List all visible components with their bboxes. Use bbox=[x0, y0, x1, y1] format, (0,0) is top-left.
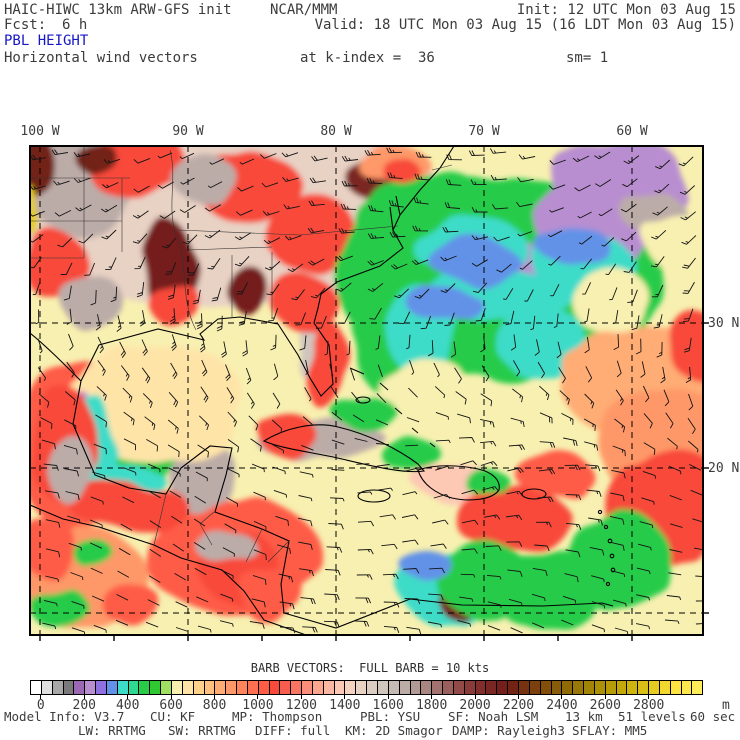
valid-time: Valid: 18 UTC Mon 03 Aug 15 (16 LDT Mon … bbox=[314, 17, 736, 33]
k-index-label: at k-index = 36 bbox=[300, 50, 435, 66]
map-frame bbox=[29, 145, 704, 636]
latlon-grid bbox=[30, 146, 703, 635]
grid-spacing: 13 km bbox=[565, 709, 603, 724]
sflay-option: SFLAY: MM5 bbox=[572, 723, 648, 738]
lon-label-70w: 70 W bbox=[468, 124, 500, 139]
km-option: KM: 2D Smagor bbox=[345, 723, 443, 738]
timestep: 60 sec bbox=[690, 709, 736, 724]
org-label: NCAR/MMM bbox=[270, 2, 338, 18]
island-hispaniola bbox=[417, 465, 500, 501]
colorbar-tick bbox=[648, 695, 650, 699]
island-cuba bbox=[262, 424, 426, 473]
colorbar-tick-label: 2200 bbox=[502, 698, 535, 713]
sf-scheme: SF: Noah LSM bbox=[448, 709, 539, 724]
colorbar-tick-label: 2800 bbox=[633, 698, 665, 713]
colorbar-tick bbox=[40, 695, 42, 699]
colorbar-labels: 0 200 400 600 800 1000 1200 1400 1600 1800 2000 220… bbox=[30, 698, 703, 713]
coastline-pacific bbox=[30, 504, 307, 635]
colorbar-tick-label: 2400 bbox=[546, 698, 578, 713]
init-time: Init: 12 UTC Mon 03 Aug 15 bbox=[516, 2, 736, 18]
lon-label-60w: 60 W bbox=[616, 124, 648, 139]
colorbar-tick-label: 0 bbox=[36, 698, 45, 713]
mp-scheme: MP: Thompson bbox=[232, 709, 323, 724]
islands-lesser-antilles bbox=[597, 509, 616, 587]
colorbar-tick bbox=[257, 695, 259, 699]
colorbar-unit: m bbox=[722, 698, 730, 713]
sw-scheme: SW: RRTMG bbox=[168, 723, 236, 738]
vector-label: Horizontal wind vectors bbox=[4, 50, 198, 66]
colorbar-tick-label: 1200 bbox=[285, 698, 318, 713]
colorbar-tick bbox=[344, 695, 346, 699]
colorbar bbox=[30, 680, 704, 699]
lon-label-80w: 80 W bbox=[320, 124, 352, 139]
smooth-label: sm= 1 bbox=[566, 50, 609, 66]
colorbar-tick bbox=[604, 695, 606, 699]
barb-note: BARB VECTORS: FULL BARB = 10 kts bbox=[250, 661, 490, 675]
lon-label-100w: 100 W bbox=[20, 124, 60, 139]
colorbar-tick-label: 1400 bbox=[329, 698, 361, 713]
lat-label-30n: 30 N bbox=[708, 316, 740, 331]
axis-ticks bbox=[39, 322, 709, 641]
border-rio-grande bbox=[30, 332, 82, 382]
lw-scheme: LW: RRTMG bbox=[78, 723, 146, 738]
pbl-scheme: PBL: YSU bbox=[360, 709, 421, 724]
state-borders bbox=[30, 146, 453, 563]
field-title: PBL HEIGHT bbox=[4, 33, 89, 49]
colorbar-cell bbox=[691, 680, 704, 695]
damp-option: DAMP: Rayleigh3 bbox=[452, 723, 565, 738]
lon-label-90w: 90 W bbox=[172, 124, 204, 139]
colorbar-tick-label: 200 bbox=[72, 698, 97, 713]
wind-barbs bbox=[30, 147, 703, 635]
island-puertorico bbox=[521, 488, 547, 500]
colorbar-tick-label: 400 bbox=[115, 698, 140, 713]
model-version: Model Info: V3.7 bbox=[4, 709, 125, 724]
diff-option: DIFF: full bbox=[255, 723, 331, 738]
colorbar-tick bbox=[300, 695, 302, 699]
colorbar-tick bbox=[127, 695, 129, 699]
cu-scheme: CU: KF bbox=[150, 709, 196, 724]
colorbar-tick bbox=[517, 695, 519, 699]
colorbar-tick-label: 800 bbox=[202, 698, 227, 713]
model-title: HAIC-HIWC 13km ARW-GFS init bbox=[4, 2, 232, 18]
lat-label-20n: 20 N bbox=[708, 461, 740, 476]
colorbar-tick bbox=[561, 695, 563, 699]
island-jamaica bbox=[357, 489, 391, 503]
fcst-value: 6 h bbox=[62, 17, 88, 33]
colorbar-tick bbox=[474, 695, 476, 699]
islands-bahamas bbox=[349, 367, 436, 448]
colorbar-tick bbox=[387, 695, 389, 699]
colorbar-tick bbox=[431, 695, 433, 699]
colorbar-tick-label: 1600 bbox=[372, 698, 404, 713]
fcst-label: Fcst: bbox=[4, 17, 47, 33]
colorbar-tick-label: 2000 bbox=[459, 698, 491, 713]
colorbar-tick-label: 2600 bbox=[589, 698, 621, 713]
colorbar-tick bbox=[83, 695, 85, 699]
colorbar-tick bbox=[170, 695, 172, 699]
colorbar-tick bbox=[214, 695, 216, 699]
colorbar-tick-label: 1800 bbox=[415, 698, 448, 713]
colorbar-tick-label: 1000 bbox=[242, 698, 274, 713]
levels: 51 levels bbox=[618, 709, 686, 724]
colorbar-tick-label: 600 bbox=[159, 698, 183, 713]
